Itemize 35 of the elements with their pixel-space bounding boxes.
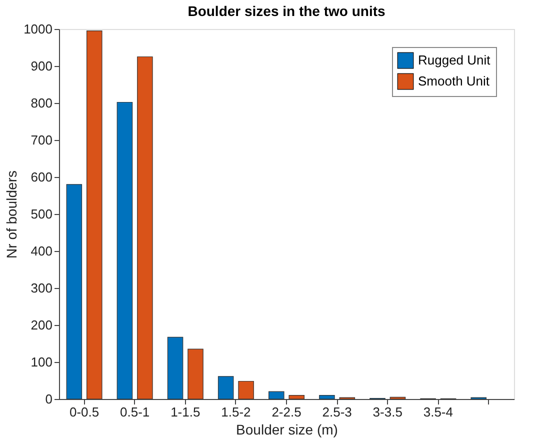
y-tick-label: 0 (45, 392, 52, 406)
y-tick-label: 400 (30, 244, 52, 258)
x-tick-label: 3.5-4 (423, 404, 453, 420)
x-axis-title: Boulder size (m) (236, 422, 338, 438)
y-tick-label: 600 (30, 170, 52, 184)
bar (137, 56, 153, 400)
bar (188, 348, 204, 400)
y-tick-label: 1000 (24, 22, 52, 36)
y-tick-label: 800 (30, 96, 52, 110)
x-tick-label: 0.5-1 (120, 404, 150, 420)
y-tick-label: 100 (30, 354, 52, 370)
y-axis-title: Nr of boulders (4, 170, 20, 258)
legend-label: Smooth Unit (418, 74, 490, 88)
bar (268, 391, 284, 400)
bar (218, 376, 234, 400)
bar (238, 380, 254, 400)
chart-title: Boulder sizes in the two units (188, 3, 386, 19)
legend-label: Rugged Unit (418, 52, 491, 68)
y-tick-label: 200 (30, 318, 52, 332)
x-tick-label: 2.5-3 (322, 404, 352, 420)
bar (288, 395, 304, 400)
bar (167, 336, 184, 400)
bar (66, 184, 82, 400)
bar (86, 30, 102, 400)
x-tick-label: 1-1.5 (170, 404, 200, 420)
bar (319, 395, 335, 400)
x-tick-label: 2-2.5 (272, 404, 302, 420)
y-tick-label: 300 (30, 280, 52, 296)
y-tick-label: 500 (30, 206, 52, 222)
y-tick-label: 700 (30, 132, 52, 148)
bar (116, 102, 133, 400)
x-tick-label: 0-0.5 (69, 404, 100, 420)
x-tick-label: 1.5-2 (221, 404, 251, 420)
x-tick-label: 3-3.5 (372, 404, 402, 420)
y-tick-label: 900 (30, 58, 52, 74)
